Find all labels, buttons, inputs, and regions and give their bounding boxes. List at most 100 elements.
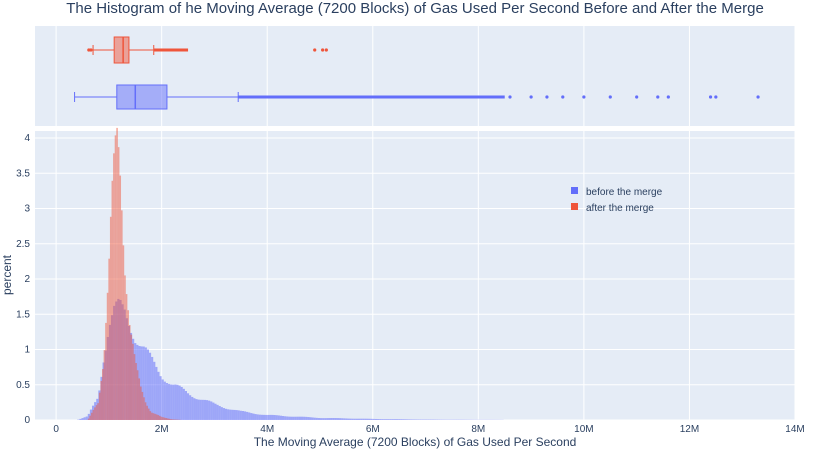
histogram-bar [131,335,133,420]
outlier-band [154,49,188,52]
histogram-bar [341,418,343,420]
histogram-bar [102,369,104,420]
histogram-bar [402,419,404,420]
histogram-bar [167,418,169,420]
histogram-bar [259,415,261,420]
x-tick-label: 2M [155,424,169,435]
outlier-band [238,96,505,99]
histogram-bar [181,387,183,420]
histogram-bar [132,344,134,420]
histogram-bar [79,419,81,420]
histogram-bar [206,400,208,420]
histogram-bar [173,419,175,420]
histogram-bar [299,417,301,420]
histogram-bar [366,419,368,420]
y-tick-label: 1 [24,345,30,356]
histogram-bar [119,176,121,420]
x-tick-label: 14M [785,424,804,435]
histogram-bar [312,417,314,420]
histogram-bar [246,412,248,420]
histogram-bar [145,402,147,420]
histogram-bar [240,411,242,420]
histogram-bar [134,354,136,420]
histogram-bar [388,419,390,420]
histogram-bar [176,385,178,420]
y-axis-title: percent [0,254,14,295]
histogram-bar [124,275,126,420]
histogram-bar [140,387,142,420]
outlier-point [89,48,92,51]
histogram-bar [364,419,366,420]
histogram-bar [396,419,398,420]
outlier-point [656,95,659,98]
histogram-bar [398,419,400,420]
y-axis-ticks: 00.511.522.533.54 [16,133,30,426]
histogram-bar [343,418,345,420]
histogram-bar [385,419,387,420]
histogram-bar [172,419,174,420]
histogram-bar [214,404,216,420]
outlier-point [667,95,670,98]
histogram-bar [280,416,282,420]
histogram-bar [356,419,358,420]
x-tick-label: 4M [260,424,274,435]
histogram-bar [326,418,328,420]
outlier-point [582,95,585,98]
histogram-bar [189,395,191,420]
histogram-bar [89,416,91,420]
histogram-bar [318,418,320,420]
outlier-point [714,95,717,98]
histogram-bar [84,417,86,420]
y-tick-label: 3 [24,204,30,215]
histogram-bar [369,419,371,420]
histogram-bar [390,419,392,420]
histogram-bar [322,418,324,420]
histogram-bar [362,419,364,420]
histogram-bar [129,325,131,420]
histogram-bar [172,385,174,420]
histogram-bar [400,419,402,420]
histogram-bar [248,412,250,420]
histogram-bar [350,419,352,420]
histogram-bar [151,413,153,420]
x-tick-label: 10M [574,424,593,435]
histogram-bar [104,350,106,420]
histogram-bar [271,415,273,420]
histogram-bar [358,419,360,420]
histogram-bar [135,363,137,420]
box-iqr [114,37,129,63]
outlier-point [635,95,638,98]
histogram-bar [151,357,153,420]
x-tick-label: 8M [471,424,485,435]
histogram-bar [204,400,206,420]
histogram-bar [274,415,276,420]
histogram-bar [333,418,335,420]
histogram-bar [392,419,394,420]
histogram-bar [377,419,379,420]
x-axis-title: The Moving Average (7200 Blocks) of Gas … [254,435,577,449]
x-tick-label: 6M [366,424,380,435]
histogram-bar [93,410,95,420]
histogram-bar [164,418,166,420]
histogram-bar [411,419,413,420]
histogram-bar [200,400,202,420]
histogram-bar [137,370,139,420]
histogram-bar [360,419,362,420]
outlier-point [530,95,533,98]
histogram-bar [170,384,172,420]
histogram-bar [339,418,341,420]
y-tick-label: 1.5 [16,309,30,320]
histogram-bar [94,407,96,420]
histogram-bar [142,392,144,420]
histogram-bar [96,405,98,420]
histogram-bar [154,414,156,420]
histogram-bar [242,411,244,420]
histogram-bar [115,135,117,420]
outlier-point [325,48,328,51]
histogram-bar [223,408,225,420]
histogram-bar [233,410,235,420]
outlier-point [561,95,564,98]
histogram-bar [379,419,381,420]
histogram-bar [208,401,210,420]
histogram-bar [166,383,168,420]
